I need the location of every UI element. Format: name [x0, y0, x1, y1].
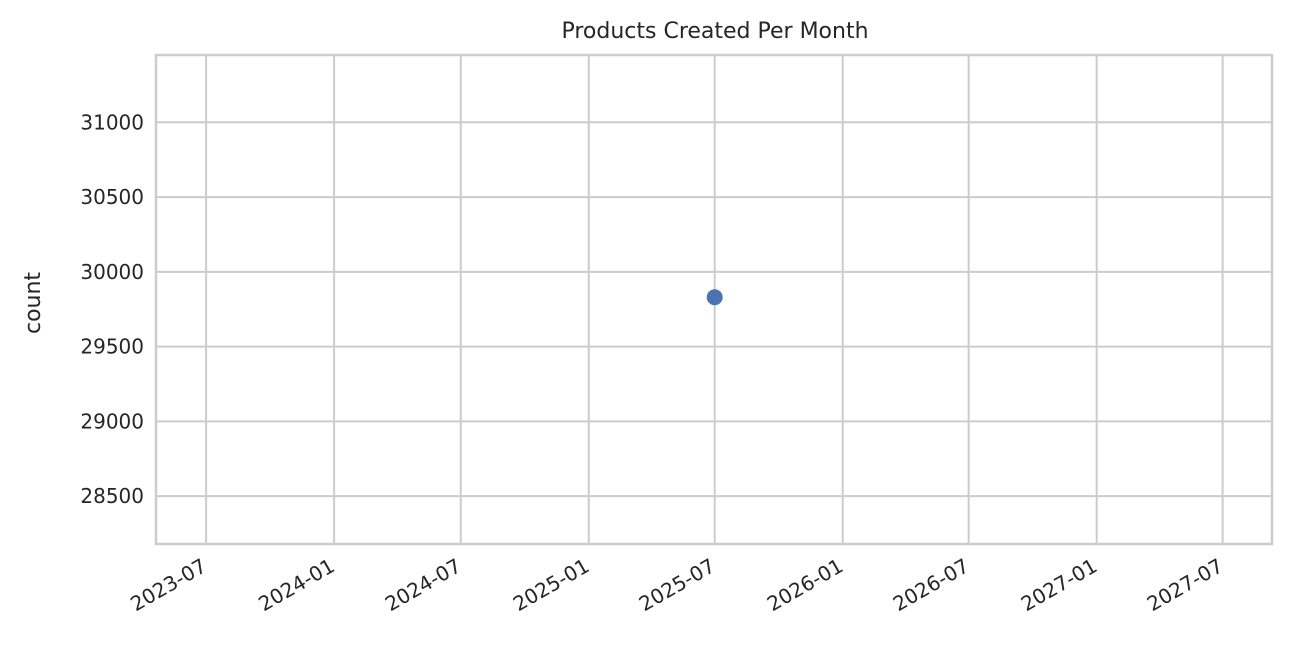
- y-tick-label: 29000: [80, 409, 144, 433]
- x-tick-label: 2026-01: [763, 554, 847, 617]
- y-tick-label: 30000: [80, 260, 144, 284]
- x-tick-label: 2027-01: [1017, 554, 1101, 617]
- y-tick-label: 31000: [80, 110, 144, 134]
- data-points: [706, 289, 723, 306]
- y-tick-label: 29500: [80, 335, 144, 359]
- x-tick-label: 2024-01: [254, 554, 338, 617]
- x-tick-label: 2024-07: [381, 554, 465, 617]
- x-tick-label: 2027-07: [1143, 554, 1227, 617]
- x-tick-labels: 2023-07 2024-01 2024-07 2025-01 2025-07 2026-…: [126, 554, 1227, 617]
- x-tick-label: 2025-01: [509, 554, 593, 617]
- plot-frame: [154, 53, 1274, 546]
- x-tick-label: 2025-07: [635, 554, 719, 617]
- y-tick-label: 28500: [80, 484, 144, 508]
- x-tick-label: 2023-07: [126, 554, 210, 617]
- y-tick-labels: 28500 29000 29500 30000 30500 31000: [80, 110, 144, 508]
- chart-title: Products Created Per Month: [561, 19, 868, 44]
- grid: [156, 55, 1272, 544]
- x-tick-label: 2026-07: [889, 554, 973, 617]
- y-axis-label: count: [21, 272, 46, 334]
- y-tick-label: 30500: [80, 185, 144, 209]
- data-point: [706, 289, 723, 306]
